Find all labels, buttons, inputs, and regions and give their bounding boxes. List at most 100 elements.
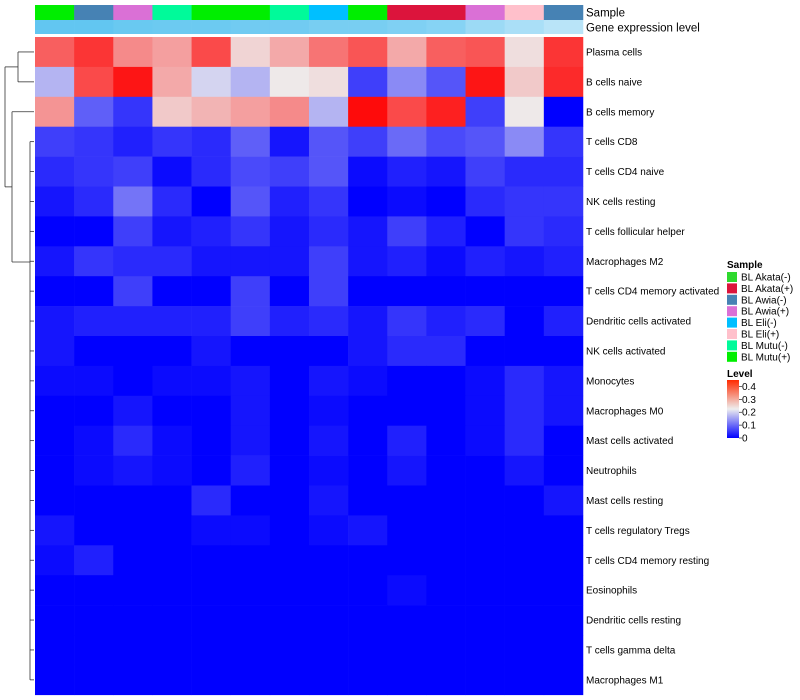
heatmap-cell — [152, 66, 192, 98]
row-label: T cells CD4 naive — [586, 167, 665, 178]
heatmap-cell — [35, 66, 75, 98]
heatmap-cell — [113, 306, 153, 337]
heatmap-cell — [152, 246, 192, 277]
heatmap-cell — [504, 66, 545, 98]
heatmap-cell — [230, 276, 271, 307]
legend-swatch — [727, 306, 737, 317]
heatmap-cell — [504, 216, 545, 247]
heatmap-cell — [191, 515, 231, 546]
level-legend-title: Level — [727, 369, 753, 380]
row-label: T cells CD8 — [586, 137, 638, 148]
heatmap-cell — [308, 485, 349, 516]
heatmap-cell — [348, 66, 388, 98]
heatmap-cell — [543, 216, 584, 247]
heatmap-cell — [269, 575, 310, 606]
heatmap-cell — [152, 395, 192, 426]
heatmap-cell — [387, 246, 427, 277]
heatmap-cell — [504, 37, 545, 68]
row-label: Mast cells activated — [586, 436, 673, 447]
heatmap-cell — [504, 336, 545, 367]
heatmap-cell — [426, 37, 466, 68]
sample-annotation-cell — [35, 5, 75, 20]
heatmap-cell — [465, 575, 505, 606]
heatmap-cell — [230, 664, 271, 696]
row-label: Monocytes — [586, 376, 634, 387]
heatmap-cell — [543, 455, 584, 486]
heatmap-cell — [230, 545, 271, 576]
heatmap-cell — [230, 365, 271, 397]
heatmap-cell — [387, 336, 427, 367]
heatmap-cell — [426, 425, 466, 456]
level-tick-label: 0.1 — [742, 421, 756, 432]
heatmap-cell — [191, 306, 231, 337]
heatmap-cell — [113, 126, 153, 157]
legend-swatch — [727, 272, 737, 282]
sample-annotation-cell — [426, 5, 466, 20]
sample-legend-title: Sample — [727, 260, 763, 271]
heatmap-cell — [35, 515, 75, 546]
heatmap-cell — [465, 664, 505, 696]
heatmap-cell — [387, 365, 427, 397]
legend-swatch — [727, 329, 737, 339]
heatmap-cell — [308, 246, 349, 277]
heatmap-cell — [74, 156, 114, 187]
heatmap-cell — [504, 126, 545, 157]
row-label: T cells gamma delta — [586, 645, 676, 656]
heatmap-cell — [152, 126, 192, 157]
heatmap-cell — [426, 126, 466, 157]
level-tick-label: 0.2 — [742, 408, 756, 419]
heatmap-cell — [269, 485, 310, 516]
heatmap-cell — [230, 246, 271, 277]
heatmap-cell — [191, 635, 231, 666]
heatmap-cell — [35, 126, 75, 157]
heatmap-cell — [504, 425, 545, 456]
heatmap-cell — [230, 216, 271, 247]
expression-annotation-cell — [113, 20, 153, 34]
heatmap-cell — [269, 126, 310, 157]
heatmap-cell — [35, 96, 75, 127]
heatmap-cell — [269, 96, 310, 127]
heatmap-cell — [230, 605, 271, 636]
heatmap-cell — [308, 635, 349, 666]
expression-annotation-cell — [308, 20, 349, 34]
heatmap-cell — [230, 635, 271, 666]
heatmap-cell — [74, 545, 114, 576]
heatmap-cell — [348, 156, 388, 187]
heatmap-cell — [113, 37, 153, 68]
heatmap-cell — [348, 664, 388, 696]
sample-annotation-cell — [113, 5, 153, 20]
heatmap-cell — [35, 336, 75, 367]
heatmap-cell — [230, 336, 271, 367]
heatmap-cell — [504, 186, 545, 217]
heatmap-cell — [113, 276, 153, 307]
heatmap-cell — [348, 635, 388, 666]
heatmap-cell — [348, 37, 388, 68]
heatmap-cell — [387, 66, 427, 98]
heatmap-cell — [74, 186, 114, 217]
heatmap-cell — [543, 306, 584, 337]
heatmap-cell — [191, 455, 231, 486]
heatmap-cell — [35, 216, 75, 247]
heatmap-cell — [426, 515, 466, 546]
heatmap-cell — [230, 455, 271, 486]
heatmap-cell — [74, 455, 114, 486]
heatmap-cell — [308, 664, 349, 696]
heatmap-cell — [74, 336, 114, 367]
row-label: Macrophages M1 — [586, 675, 664, 686]
heatmap-cell — [308, 216, 349, 247]
heatmap-cell — [269, 276, 310, 307]
heatmap-cell — [387, 126, 427, 157]
heatmap-cell — [74, 216, 114, 247]
heatmap-cell — [113, 515, 153, 546]
heatmap-cell — [543, 425, 584, 456]
heatmap-cell — [504, 515, 545, 546]
heatmap-cell — [504, 395, 545, 426]
heatmap-cell — [426, 545, 466, 576]
heatmap-cell — [387, 605, 427, 636]
heatmap-cell — [426, 156, 466, 187]
heatmap-cell — [269, 395, 310, 426]
heatmap-cell — [35, 156, 75, 187]
sample-annotation-cell — [465, 5, 505, 20]
expression-annotation-cell — [426, 20, 466, 34]
sample-annotation-cell — [269, 5, 310, 20]
